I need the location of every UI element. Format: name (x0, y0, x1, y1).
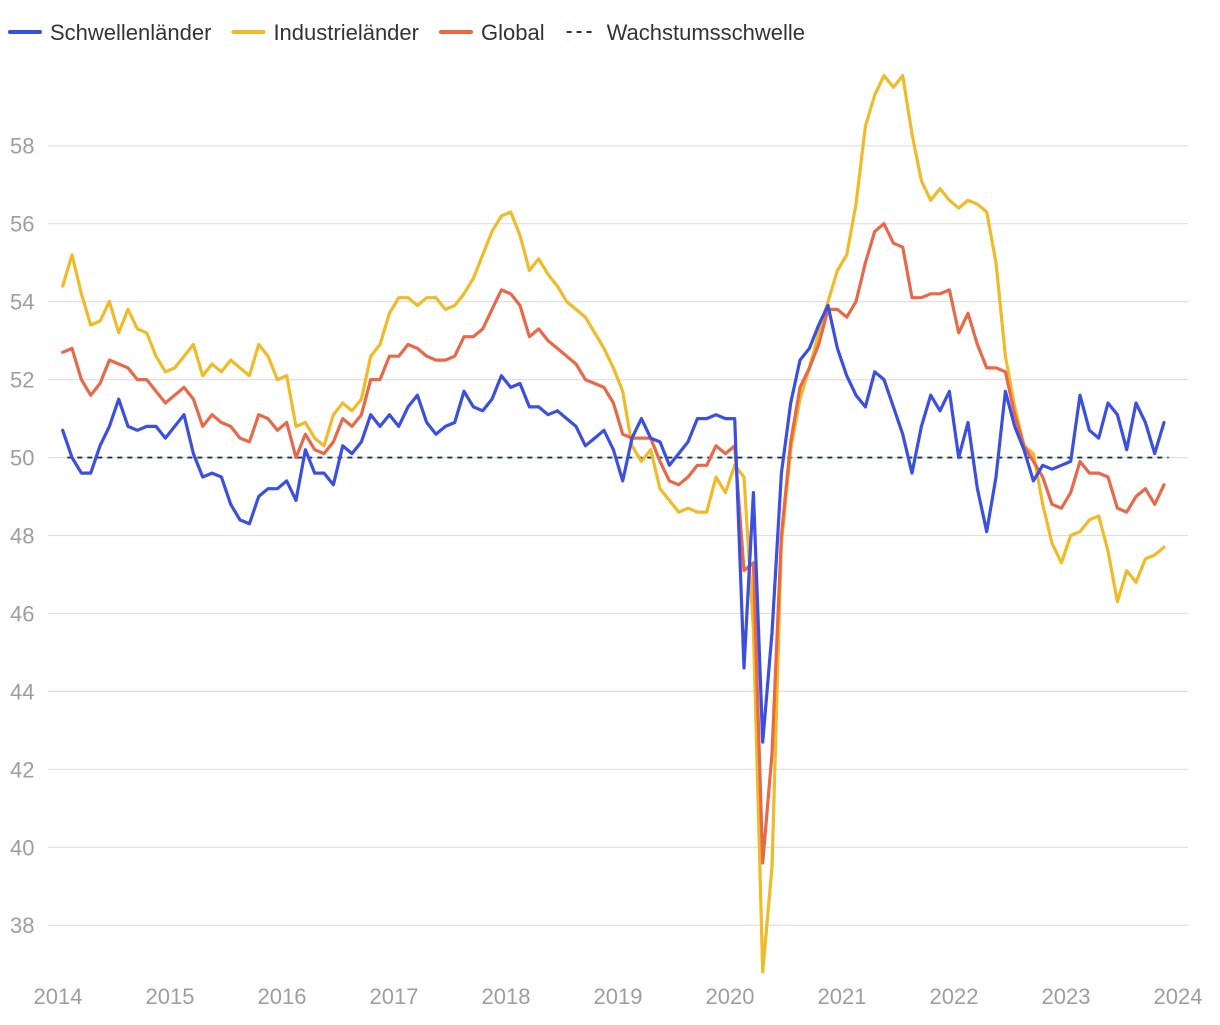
legend: Schwellenländer Industrieländer Global Wach… (8, 20, 805, 45)
x-tick-label: 2021 (818, 984, 867, 1009)
x-tick-label: 2024 (1154, 984, 1203, 1009)
x-tick-label: 2023 (1042, 984, 1091, 1009)
legend-label: Global (481, 20, 545, 45)
x-axis-ticks: 2014 2015 2016 2017 2018 2019 2020 2021 2022 2023… (34, 984, 1203, 1009)
grid-lines (48, 145, 1188, 926)
y-tick-label: 48 (10, 523, 34, 548)
legend-label: Industrieländer (273, 20, 419, 45)
x-tick-label: 2018 (482, 984, 531, 1009)
x-tick-label: 2022 (930, 984, 979, 1009)
y-tick-label: 38 (10, 913, 34, 938)
series-lines (61, 73, 1169, 974)
y-tick-label: 42 (10, 757, 34, 782)
y-tick-label: 54 (10, 290, 34, 315)
x-tick-label: 2014 (34, 984, 83, 1009)
y-tick-label: 58 (10, 134, 34, 159)
y-tick-label: 52 (10, 368, 34, 393)
series-line-global (61, 222, 1166, 865)
legend-label: Schwellenländer (50, 20, 211, 45)
x-tick-label: 2015 (146, 984, 195, 1009)
x-tick-label: 2017 (370, 984, 419, 1009)
x-tick-label: 2019 (594, 984, 643, 1009)
y-tick-label: 46 (10, 601, 34, 626)
legend-label: Wachstumsschwelle (607, 20, 805, 45)
y-tick-label: 40 (10, 835, 34, 860)
y-axis-ticks: 38 40 42 44 46 48 50 52 54 56 58 (10, 134, 34, 938)
series-line-schwellenlaender (61, 303, 1166, 744)
y-tick-label: 44 (10, 679, 34, 704)
x-tick-label: 2020 (706, 984, 755, 1009)
x-tick-label: 2016 (258, 984, 307, 1009)
series-line-industrielaender (61, 73, 1166, 974)
y-tick-label: 56 (10, 212, 34, 237)
y-tick-label: 50 (10, 446, 34, 471)
